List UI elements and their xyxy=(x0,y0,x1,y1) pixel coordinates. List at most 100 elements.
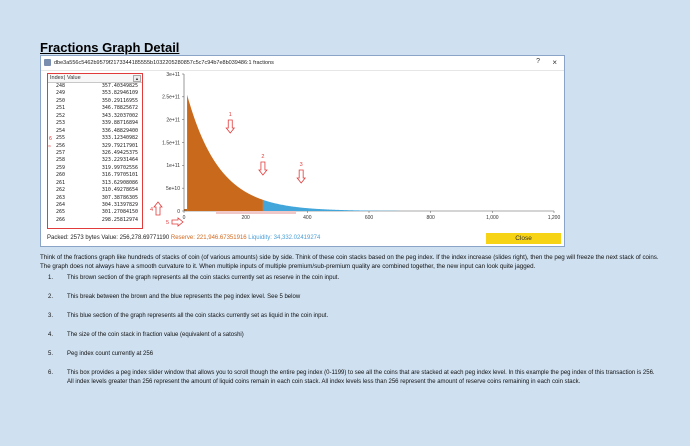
y-tick-label: 2e+11 xyxy=(166,117,180,123)
index-row[interactable]: 253 339.88716894 xyxy=(48,120,142,127)
row-index: 262 xyxy=(56,187,66,194)
y-tick-label: 2.5e+11 xyxy=(162,95,180,101)
index-row[interactable]: 252 343.32037002 xyxy=(48,113,142,120)
help-button[interactable]: ? xyxy=(536,58,540,65)
index-row[interactable]: 248 357.40349825 xyxy=(48,83,142,90)
row-value: 339.88716894 xyxy=(101,120,138,127)
window-title: dbe3a556c5462b9579f2173344185555b1032205… xyxy=(54,59,274,66)
annotation-label: 3 xyxy=(300,162,303,168)
note-number: 4. xyxy=(48,331,54,338)
row-value: 316.79705101 xyxy=(101,172,138,179)
index-row[interactable]: 259 319.99702556 xyxy=(48,165,142,172)
note-item: 1. This brown section of the graph repres… xyxy=(48,274,658,283)
row-value: 304.31397829 xyxy=(101,202,138,208)
app-icon xyxy=(44,59,51,66)
x-tick-label: 200 xyxy=(241,215,250,221)
row-value: 323.22931464 xyxy=(101,157,138,164)
right-arrow-icon xyxy=(171,217,184,227)
note-text: The size of the coin stack in fraction v… xyxy=(67,331,244,338)
page-title: Fractions Graph Detail xyxy=(40,40,180,55)
index-row[interactable]: 250 350.29116955 xyxy=(48,98,142,105)
row-value: 343.32037002 xyxy=(101,112,138,119)
note-item: 6. This box provides a peg index slider w… xyxy=(48,369,658,386)
index-row[interactable]: 255 333.12340982 xyxy=(48,135,142,142)
index-row[interactable]: 258 323.22931464 xyxy=(48,157,142,164)
description-paragraph: Think of the fractions graph like hundre… xyxy=(40,254,659,270)
y-tick-label: 5e+10 xyxy=(166,186,180,192)
index-row[interactable]: 266 298.25812974 xyxy=(48,217,142,224)
row-index: 261 xyxy=(56,179,66,186)
total-value: Value: 256,278.69771190 xyxy=(101,235,170,241)
row-index: 256 xyxy=(56,142,66,149)
x-tick-label: 1,000 xyxy=(486,215,499,221)
row-index: 252 xyxy=(56,112,66,119)
row-value: 326.49425375 xyxy=(101,149,138,156)
reserve-value: Reserve: 221,946.67351916 xyxy=(170,235,247,241)
index-row[interactable]: 261 313.62908086 xyxy=(48,180,142,187)
row-index: 263 xyxy=(56,194,66,201)
y-tick-label: 1.5e+11 xyxy=(162,140,180,146)
row-value: 301.27084150 xyxy=(101,209,138,216)
row-index: 265 xyxy=(56,209,66,216)
index-row[interactable]: 257 326.49425375 xyxy=(48,150,142,157)
row-index: 257 xyxy=(56,149,66,156)
peg-slider[interactable] xyxy=(216,211,296,214)
note-item: 5. Peg index count currently at 256 xyxy=(48,350,658,359)
note-text: This brown section of the graph represen… xyxy=(67,275,340,281)
row-value: 307.38786305 xyxy=(101,194,138,201)
close-icon[interactable]: × xyxy=(552,57,557,67)
row-index: 254 xyxy=(56,127,66,134)
down-arrow-icon xyxy=(258,161,268,176)
row-index: 264 xyxy=(56,202,66,208)
row-index: 253 xyxy=(56,120,66,127)
row-index: 260 xyxy=(56,172,66,179)
window-titlebar: dbe3a556c5462b9579f2173344185555b1032205… xyxy=(41,56,564,71)
close-button[interactable]: Close xyxy=(486,233,561,244)
arrow-right-icon: ⇨ xyxy=(47,141,52,150)
x-tick-label: 0 xyxy=(183,215,186,221)
packed-size: Packed: 2573 bytes xyxy=(47,235,100,241)
index-row[interactable]: ⇨ 256 329.79217901 6 xyxy=(47,136,142,150)
row-index: 258 xyxy=(56,157,66,164)
index-row[interactable]: 263 307.38786305 xyxy=(48,195,142,202)
annotation-label: 2 xyxy=(261,154,264,160)
row-value: 313.62908086 xyxy=(101,179,138,186)
row-value: 333.12340982 xyxy=(101,135,138,142)
annotation-label: 1 xyxy=(229,112,232,118)
scroll-up-icon[interactable]: ▲ xyxy=(133,75,141,82)
row-index: 266 xyxy=(56,216,66,223)
down-arrow-icon xyxy=(296,169,306,184)
row-value: 346.78825672 xyxy=(101,105,138,112)
x-tick-label: 400 xyxy=(303,215,312,221)
fractions-window: dbe3a556c5462b9579f2173344185555b1032205… xyxy=(40,55,565,247)
row-value: 350.29116955 xyxy=(101,97,138,104)
row-index: 251 xyxy=(56,105,66,112)
index-row[interactable]: 254 336.48829400 xyxy=(48,128,142,135)
index-list[interactable]: Index | Value ▲ 248 357.40349825 249 353.82… xyxy=(47,73,143,229)
index-row[interactable]: 262 310.49278654 xyxy=(48,187,142,194)
index-row[interactable]: 265 301.27084150 xyxy=(48,209,142,216)
index-row[interactable]: 264 304.31397829 xyxy=(48,202,142,209)
index-row[interactable]: 249 353.82946109 xyxy=(48,90,142,97)
annotation-6: 6 xyxy=(49,135,53,142)
note-number: 5. xyxy=(48,350,54,357)
liquidity-area xyxy=(262,199,400,211)
notes-list: 1. This brown section of the graph repres… xyxy=(48,274,658,386)
row-index: 259 xyxy=(56,164,66,171)
row-index: 255 xyxy=(56,135,66,142)
note-number: 1. xyxy=(48,275,54,281)
reserve-base xyxy=(184,209,188,211)
row-value: 319.99702556 xyxy=(101,164,138,171)
index-list-header: Index | Value ▲ xyxy=(48,74,142,83)
header-value: Value xyxy=(66,75,81,81)
row-value: 298.25812974 xyxy=(101,216,138,223)
down-arrow-icon xyxy=(225,119,236,134)
index-row[interactable]: 251 346.78825672 xyxy=(48,105,142,112)
note-number: 2. xyxy=(48,293,54,300)
y-tick-label: 3e+11 xyxy=(166,72,180,78)
annotation-label: 5 xyxy=(166,220,169,226)
note-item: 4. The size of the coin stack in fraction… xyxy=(48,331,658,340)
index-row[interactable]: 260 316.79705101 xyxy=(48,172,142,179)
fractions-chart: 0 5e+10 1e+11 1.5e+11 2e+11 2.5e+11 3e+11 0 200… xyxy=(150,72,560,227)
up-arrow-icon xyxy=(153,201,163,216)
